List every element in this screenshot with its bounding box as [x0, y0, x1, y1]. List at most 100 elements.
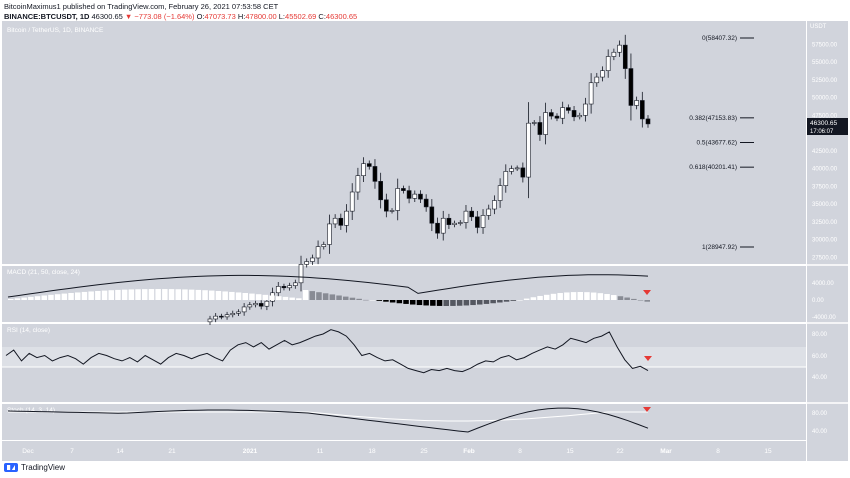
ohlc-line: BINANCE:BTCUSDT, 1D 46300.65 ▼ −773.08 (… [4, 12, 357, 22]
candle-body [281, 286, 287, 289]
macd-histogram-bar [637, 300, 644, 301]
macd-histogram-bar [436, 300, 443, 306]
price-tick-label: 40000.00 [812, 167, 838, 173]
price-tag-value: 46300.65 [810, 120, 837, 127]
candle-body [361, 163, 366, 176]
x-axis-label: 25 [420, 448, 428, 455]
macd-histogram-bar [631, 298, 637, 300]
candle-body [640, 100, 645, 120]
candle-body [600, 70, 605, 78]
macd-histogram-bar [95, 290, 101, 300]
macd-histogram-bar [182, 289, 188, 300]
candle-body [355, 175, 361, 193]
macd-histogram-bar [396, 300, 403, 304]
candle-body [537, 122, 543, 135]
macd-histogram-bar [209, 290, 215, 300]
chart-header: BitcoinMaximus1 published on TradingView… [4, 2, 357, 22]
x-axis-label: 7 [70, 448, 74, 455]
macd-histogram-bar [611, 295, 617, 300]
macd-histogram-bar [564, 292, 570, 300]
rsi-tick-label: 40.00 [812, 375, 828, 381]
candle-body [469, 210, 474, 218]
macd-histogram-bar [450, 300, 456, 306]
candle-body [554, 115, 560, 119]
macd-histogram-bar [584, 292, 590, 300]
macd-histogram-bar [302, 290, 309, 300]
macd-histogram-bar [349, 297, 356, 300]
price-pane[interactable] [2, 21, 806, 264]
candle-body [247, 304, 253, 308]
candle-body [230, 313, 236, 316]
x-axis-label: 14 [116, 448, 124, 455]
macd-histogram-bar [336, 295, 342, 300]
price-tick-label: 32500.00 [812, 220, 838, 226]
macd-histogram-bar [363, 299, 369, 301]
candle-body [207, 318, 213, 323]
candle-body [531, 122, 537, 124]
candle-body [503, 171, 509, 186]
stoch-k-line [7, 407, 649, 433]
macd-histogram-bar [195, 289, 202, 300]
candle-body [583, 103, 588, 116]
brand-name: TradingView [21, 463, 66, 472]
macd-histogram-bar [550, 293, 557, 300]
macd-histogram-bar [48, 294, 54, 300]
candle-body [611, 51, 617, 57]
x-axis-label: Mar [660, 448, 672, 455]
macd-histogram-bar [242, 293, 248, 300]
last-price: 46300.65 [91, 12, 123, 21]
x-axis-label: 18 [368, 448, 376, 455]
macd-histogram-bar [75, 292, 81, 300]
macd-histogram-bar [530, 297, 537, 300]
candle-body [298, 264, 304, 284]
macd-histogram-bar [443, 300, 449, 306]
macd-histogram-bar [369, 300, 376, 301]
candle-body [452, 222, 457, 225]
macd-histogram-bar [155, 289, 161, 300]
fib-label: 0(58407.32) [702, 35, 737, 42]
macd-histogram-bar [383, 300, 389, 302]
candle-body [628, 68, 634, 106]
macd-histogram-bar [490, 300, 496, 304]
macd-histogram-bar [255, 294, 262, 300]
macd-histogram-bar [577, 292, 583, 300]
macd-histogram-bar [322, 293, 329, 300]
x-axis-label: 15 [764, 448, 772, 455]
candle-body [293, 282, 298, 286]
chart-area[interactable]: Bitcoin / TetherUS, 1D, BINANCE USDT MAC… [2, 21, 848, 461]
macd-tick-label: 0.00 [812, 298, 824, 304]
price-tick-label: 57500.00 [812, 42, 838, 48]
macd-arrow-icon [643, 290, 651, 295]
macd-histogram-bar [470, 300, 476, 306]
candle-body [509, 168, 514, 172]
macd-histogram-bar [276, 296, 282, 300]
x-axis-label: 15 [566, 448, 574, 455]
stoch-signal-line [8, 411, 648, 422]
stoch-pane[interactable] [2, 404, 806, 440]
x-axis-label: 11 [317, 448, 324, 455]
candle-body [634, 100, 639, 106]
rsi-arrow-icon [644, 356, 652, 361]
macd-histogram-bar [61, 293, 68, 300]
price-tag [807, 118, 848, 135]
macd-histogram-bar [54, 294, 61, 300]
macd-histogram-bar [88, 291, 94, 300]
macd-histogram-bar [423, 300, 429, 306]
macd-histogram-bar [343, 296, 349, 300]
macd-histogram-bar [229, 291, 235, 300]
macd-histogram-bar [262, 294, 269, 300]
macd-histogram-bar [590, 292, 597, 300]
candle-body [366, 163, 372, 167]
candle-body [423, 198, 429, 208]
chart-svg[interactable]: Bitcoin / TetherUS, 1D, BINANCE USDT MAC… [2, 21, 848, 461]
macd-histogram-bar [34, 296, 41, 300]
macd-histogram-bar [128, 289, 135, 300]
price-axis [806, 21, 848, 461]
candle-body [617, 44, 622, 53]
x-axis-label: 8 [518, 448, 522, 455]
low-value: 45502.69 [285, 12, 317, 21]
low-label: L: [278, 12, 286, 21]
candle-body [526, 122, 531, 178]
macd-histogram-bar [356, 298, 362, 300]
macd-histogram-bar [570, 292, 577, 300]
